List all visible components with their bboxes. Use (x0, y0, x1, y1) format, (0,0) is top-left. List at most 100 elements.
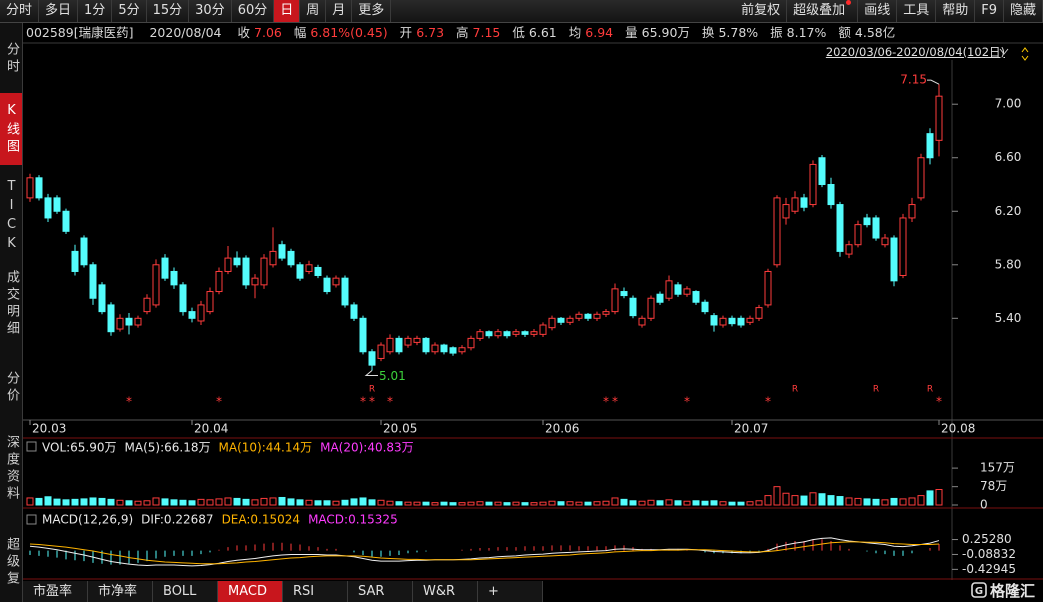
menu-item[interactable]: 超级叠加 (787, 0, 859, 22)
menu-item[interactable]: 画线 (858, 0, 898, 22)
indicator-tab[interactable]: 市盈率 (23, 581, 88, 602)
volume-bar (926, 490, 934, 506)
field-label: 收 (237, 25, 251, 40)
period-tab[interactable]: 15分 (147, 0, 190, 22)
candle-body (782, 204, 790, 219)
volume-bar (431, 502, 439, 506)
candle-body (512, 331, 520, 335)
volume-bar (854, 497, 862, 506)
side-tab[interactable]: TICK (4, 179, 19, 255)
candle-body (557, 317, 565, 323)
period-tab[interactable]: 多日 (39, 0, 79, 22)
candle-body (53, 197, 61, 212)
volume-bar (377, 499, 385, 506)
volume-bar (746, 501, 754, 506)
event-marker: * (603, 395, 609, 409)
volume-bar (728, 501, 736, 506)
period-tab[interactable]: 更多 (352, 0, 392, 22)
indicator-tab[interactable]: W&R (413, 581, 478, 602)
candle-body (818, 157, 826, 185)
menu-item[interactable]: 工具 (897, 0, 937, 22)
candle-body (926, 133, 934, 159)
indicator-tab[interactable]: RSI (283, 581, 348, 602)
volume-bar (818, 493, 826, 506)
volume-bar (890, 497, 898, 506)
candle-body (422, 337, 430, 353)
frame (23, 42, 1043, 580)
volume-bar (494, 501, 502, 506)
side-tab[interactable]: 深度资料 (4, 435, 19, 503)
side-tab[interactable]: 分价表 (4, 371, 19, 405)
candle-body (836, 204, 844, 252)
volume-bar (422, 501, 430, 506)
volume-bar (737, 501, 745, 506)
candle-body (728, 317, 736, 325)
volume-bar (35, 497, 43, 506)
candle-body (197, 304, 205, 322)
volume-bar (800, 495, 808, 506)
menu: 前复权 超级叠加 画线 工具 帮助 F9 隐藏 (735, 0, 1043, 22)
volume-bar (404, 501, 412, 506)
menu-item[interactable]: F9 (975, 0, 1004, 22)
volume-bar (197, 498, 205, 506)
volume-bar (665, 499, 673, 506)
candle-body (26, 177, 34, 199)
side-tab[interactable]: 超级复盘 (4, 537, 19, 588)
volume-bar (629, 500, 637, 506)
indicator-tabs: 市盈率 市净率 BOLL MACD RSI SAR W&R + (23, 581, 543, 602)
period-tab[interactable]: 60分 (232, 0, 275, 22)
menu-item[interactable]: 隐藏 (1004, 0, 1043, 22)
candle-body (881, 237, 889, 246)
period-tab[interactable]: 日 (274, 0, 301, 22)
period-tab[interactable]: 30分 (189, 0, 232, 22)
volume-bar (242, 498, 250, 506)
event-marker: * (612, 395, 618, 409)
indicator-tab[interactable]: 市净率 (88, 581, 153, 602)
menu-item[interactable]: 前复权 (735, 0, 788, 22)
volume-bar (53, 498, 61, 506)
volume-bar (89, 497, 97, 506)
volume-bar (458, 502, 466, 506)
candle-body (107, 304, 115, 333)
candle-body (296, 264, 304, 279)
volume-bar (476, 501, 484, 506)
indicator-tab[interactable]: MACD (218, 581, 283, 602)
indicator-tab[interactable]: BOLL (153, 581, 218, 602)
volume-bar (557, 501, 565, 506)
candle-body (206, 291, 214, 313)
menu-item[interactable]: 帮助 (936, 0, 976, 22)
macd-line (29, 537, 940, 567)
candle-body (620, 291, 628, 297)
volume-bar (836, 496, 844, 506)
candle-body (494, 331, 502, 337)
period-tab[interactable]: 月 (326, 0, 353, 22)
period-tab[interactable]: 分时 (0, 0, 40, 22)
period-tab[interactable]: 周 (300, 0, 327, 22)
event-marker: * (360, 395, 366, 409)
indicator-tab[interactable]: + (478, 581, 543, 602)
candle-body (215, 270, 223, 293)
period-tab[interactable]: 1分 (78, 0, 113, 22)
y-tick-label: 6.60 (995, 150, 1022, 164)
period-tab[interactable]: 5分 (112, 0, 147, 22)
candle-body (170, 270, 178, 286)
date-range[interactable]: 2020/03/06-2020/08/04(102日) (825, 45, 1005, 59)
y-tick-label: 5.80 (995, 257, 1022, 271)
volume-bar (296, 499, 304, 506)
candle-body (242, 257, 250, 286)
candle-body (395, 337, 403, 353)
field-label: 开 (399, 25, 413, 40)
side-tab[interactable]: 成交明细 (4, 270, 19, 338)
field-value: 6.73 (416, 25, 445, 40)
field-label: 均 (568, 25, 582, 40)
volume-bar (98, 497, 106, 506)
side-tab[interactable]: 分时图 (4, 42, 19, 76)
candle-body (368, 351, 376, 366)
volume-bar (332, 500, 340, 506)
side-tab[interactable]: K线图 (0, 93, 22, 165)
volume-bar (935, 489, 943, 506)
indicator-tab[interactable]: SAR (348, 581, 413, 602)
volume-bar (584, 501, 592, 506)
volume-bar (773, 486, 781, 506)
